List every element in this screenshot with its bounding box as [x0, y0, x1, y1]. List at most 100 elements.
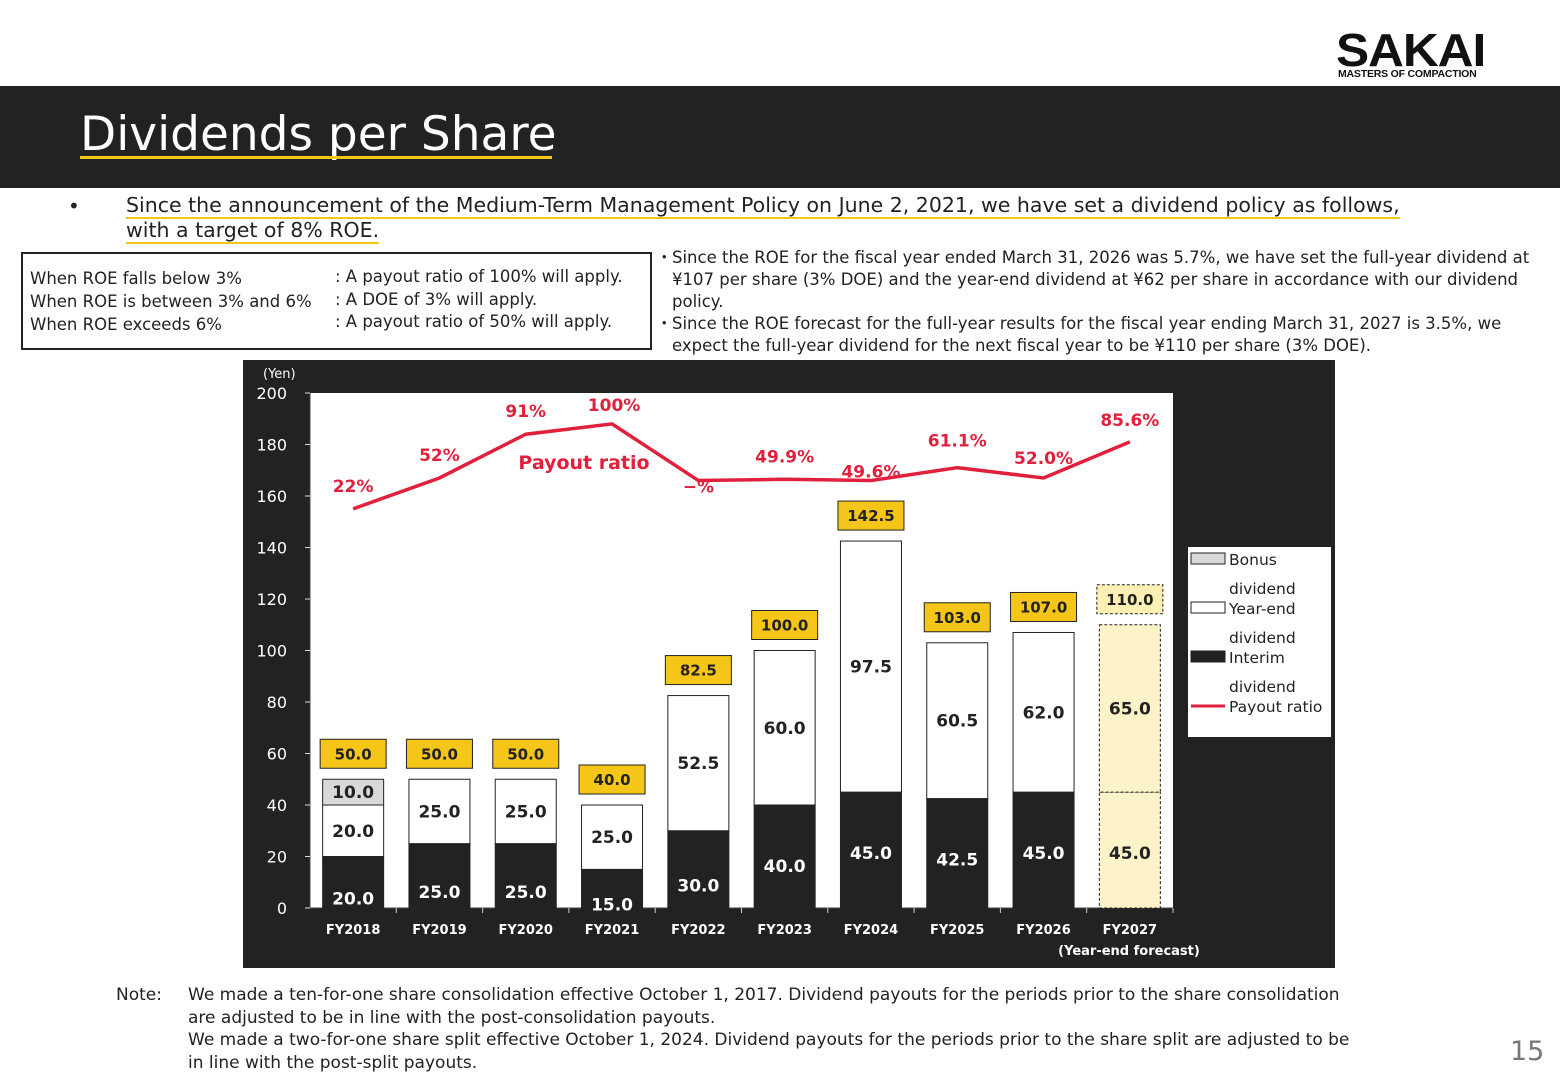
bar-label-year-end: 52.5: [677, 754, 719, 774]
x-tick-label: FY2019: [412, 923, 466, 938]
y-tick-label: 200: [256, 384, 287, 403]
payout-ratio-label: 49.6%: [841, 463, 900, 483]
payout-ratio-series-label: Payout ratio: [518, 452, 649, 474]
bar-interim: [753, 804, 816, 909]
y-tick-label: 120: [256, 590, 287, 609]
bar-label-interim: 20.0: [332, 889, 374, 909]
bar-bonus: [322, 778, 385, 806]
policy-condition: When ROE is between 3% and 6%: [30, 292, 312, 311]
payout-ratio-line: [352, 422, 1131, 511]
legend-label: Payout ratio: [1229, 698, 1322, 716]
x-tick-label: FY2022: [671, 923, 725, 938]
footnote-line: in line with the post-split payouts.: [188, 1052, 478, 1073]
y-tick-label: 100: [256, 642, 287, 661]
payout-ratio-label: 52%: [419, 446, 460, 466]
footnote-line: are adjusted to be in line with the post…: [188, 1007, 716, 1028]
roe-note: ・ Since the ROE for the fiscal year ende…: [656, 247, 1536, 313]
legend-swatch: [1190, 601, 1226, 614]
payout-ratio-label: −%: [683, 478, 714, 498]
bar-year-end: [667, 695, 730, 832]
policy-rule: : A payout ratio of 50% will apply.: [335, 312, 613, 331]
y-tick-label: 20: [267, 848, 287, 867]
payout-ratio-label: 85.6%: [1100, 411, 1159, 431]
payout-ratio-label: 52.0%: [1014, 449, 1073, 469]
total-label-box: [1096, 584, 1164, 615]
bar-interim: [926, 798, 989, 909]
page-number: 15: [1510, 1036, 1545, 1067]
payout-ratio-label: 91%: [505, 402, 546, 422]
bar-interim: [408, 843, 471, 909]
x-tick-label: FY2025: [930, 923, 984, 938]
total-label: 100.0: [761, 617, 808, 635]
legend-label: dividend: [1229, 580, 1296, 598]
total-label-box: [405, 738, 473, 769]
x-tick-label: FY2021: [585, 923, 639, 938]
title-underline: [80, 156, 552, 159]
footnote-line: We made a two-for-one share split effect…: [188, 1030, 1350, 1050]
bar-year-end: [926, 642, 989, 800]
bar-label-bonus: 10.0: [332, 783, 374, 803]
total-label: 50.0: [507, 745, 544, 763]
dividend-policy-box: When ROE falls below 3% : A payout ratio…: [21, 252, 652, 350]
total-label-box: [837, 500, 905, 531]
bar-interim: [322, 856, 385, 909]
logo-tagline: MASTERS OF COMPACTION: [1338, 68, 1477, 80]
y-tick-label: 180: [256, 436, 287, 455]
roe-note: ・ Since the ROE forecast for the full-ye…: [656, 313, 1536, 357]
bar-year-end: [408, 778, 471, 845]
forecast-annotation: (Year-end forecast): [1058, 944, 1200, 959]
bar-label-interim: 25.0: [505, 883, 547, 903]
bar-interim: [839, 791, 902, 909]
x-tick-label: FY2026: [1016, 923, 1070, 938]
bar-year-end: [494, 778, 557, 845]
y-tick-label: 80: [267, 693, 287, 712]
roe-notes: ・ Since the ROE for the fiscal year ende…: [656, 247, 1536, 357]
total-label-box: [578, 764, 646, 795]
bar-interim: [1012, 791, 1075, 909]
y-tick-label: 40: [267, 796, 287, 815]
bar-label-interim: 15.0: [591, 896, 633, 916]
y-tick-label: 160: [256, 487, 287, 506]
bar-label-interim: 45.0: [1109, 844, 1151, 864]
bar-year-end: [1098, 624, 1161, 793]
bar-label-interim: 45.0: [1023, 844, 1065, 864]
x-tick-label: FY2027: [1103, 923, 1157, 938]
legend-label: Bonus: [1229, 551, 1277, 569]
payout-ratio-label: 61.1%: [928, 432, 987, 452]
bullet-marker: •: [68, 194, 80, 218]
bar-label-interim: 45.0: [850, 844, 892, 864]
total-label: 110.0: [1106, 591, 1153, 609]
total-label: 82.5: [680, 662, 717, 680]
total-label-box: [751, 610, 819, 640]
policy-intro-line1: Since the announcement of the Medium-Ter…: [126, 193, 1400, 219]
bar-label-year-end: 25.0: [505, 802, 547, 822]
bar-label-interim: 25.0: [418, 883, 460, 903]
policy-rule: : A DOE of 3% will apply.: [335, 290, 538, 309]
y-tick-label: 0: [277, 899, 287, 918]
bar-label-interim: 40.0: [764, 857, 806, 877]
bar-year-end: [753, 650, 816, 806]
bar-label-interim: 42.5: [936, 851, 978, 871]
bar-year-end: [581, 804, 644, 870]
bar-label-year-end: 20.0: [332, 822, 374, 842]
bar-label-interim: 30.0: [677, 876, 719, 896]
bar-label-year-end: 60.0: [764, 719, 806, 739]
y-tick-label: 60: [267, 745, 287, 764]
page-title: Dividends per Share: [80, 107, 557, 162]
total-label-box: [1010, 591, 1078, 622]
sakai-logo: SAKAI MASTERS OF COMPACTION: [1336, 27, 1506, 80]
x-tick-label: FY2024: [844, 923, 898, 938]
bar-year-end: [1012, 631, 1075, 793]
payout-ratio-label: 100%: [588, 396, 641, 416]
footnote-body: We made a ten-for-one share consolidatio…: [188, 984, 1478, 1074]
bar-interim: [667, 830, 730, 909]
total-label-box: [492, 738, 560, 769]
legend-label: Year-end: [1228, 600, 1296, 618]
x-tick-label: FY2023: [757, 923, 811, 938]
footnote-label: Note:: [116, 985, 162, 1005]
title-bar: [0, 86, 1560, 188]
bar-label-year-end: 25.0: [418, 802, 460, 822]
policy-condition: When ROE falls below 3%: [30, 269, 242, 288]
legend-label: dividend: [1229, 629, 1296, 647]
bar-year-end: [322, 804, 385, 857]
